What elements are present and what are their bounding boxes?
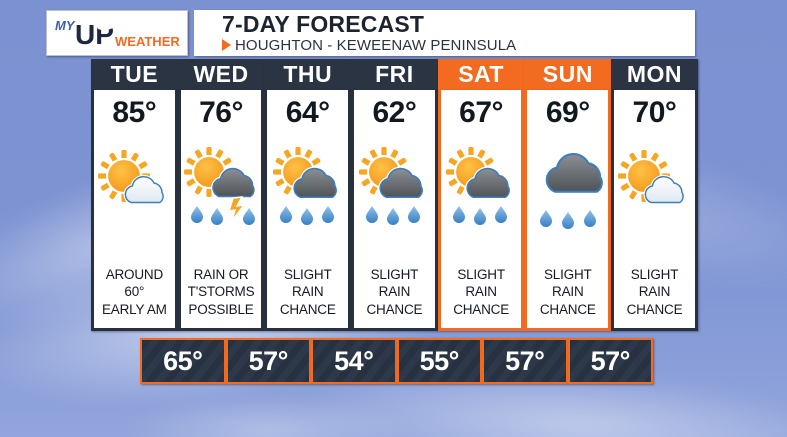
day-body: 69° SLIGHT RAIN CHANCE — [522, 90, 614, 331]
condition-description: SLIGHT RAIN CHANCE — [539, 267, 596, 317]
day-body: 85° AROUND 60° EARLY AM — [91, 90, 178, 331]
myup-weather-logo-icon: MY UP WEATHER — [55, 18, 180, 50]
forecast-day-column[interactable]: TUE 85° AROUND 60° EARLY AM — [91, 59, 178, 331]
overnight-low-cell: 55° — [396, 338, 482, 384]
day-body: 64° SLIGHT RAIN CHANCE — [262, 90, 354, 331]
sun-behind-rain-cloud-icon — [262, 132, 354, 240]
header-bar: MY UP WEATHER 7-DAY FORECAST HOUGHTON - … — [46, 10, 695, 56]
day-header: FRI — [351, 59, 438, 90]
overnight-low-strip: 65° 57° 54° 55° 57° 57° — [140, 338, 653, 384]
condition-description: SLIGHT RAIN CHANCE — [366, 267, 423, 317]
overnight-low-cell: 57° — [225, 338, 311, 384]
title-panel: 7-DAY FORECAST HOUGHTON - KEWEENAW PENIN… — [194, 10, 695, 56]
cloud-wisp — [120, 395, 420, 437]
location-row: HOUGHTON - KEWEENAW PENINSULA — [222, 38, 695, 53]
high-temperature: 70° — [632, 96, 677, 129]
condition-description: SLIGHT RAIN CHANCE — [453, 267, 509, 317]
forecast-day-column[interactable]: THU 64° SLIGHT RAIN CHANCE — [262, 59, 354, 331]
forecast-columns: TUE 85° AROUND 60° EARLY AM WED 76° RAIN OR T'ST… — [91, 59, 698, 331]
day-header: SAT — [437, 59, 525, 90]
forecast-day-column[interactable]: SAT 67° SLIGHT RAIN CHANCE — [435, 59, 527, 331]
high-temperature: 62° — [372, 96, 417, 129]
svg-text:UP: UP — [75, 19, 114, 50]
condition-description: AROUND 60° EARLY AM — [102, 267, 167, 317]
sun-behind-white-cloud-icon — [88, 132, 180, 240]
day-header: THU — [264, 59, 352, 90]
day-body: 70° SLIGHT RAIN CHANCE — [611, 90, 698, 331]
day-body: 62° SLIGHT RAIN CHANCE — [351, 90, 438, 331]
location-label: HOUGHTON - KEWEENAW PENINSULA — [235, 36, 517, 54]
sun-cloud-rain-thunder-icon — [175, 132, 267, 240]
play-triangle-icon — [222, 39, 231, 52]
day-header: TUE — [91, 59, 178, 90]
forecast-day-column[interactable]: MON 70° SLIGHT RAIN CHANCE — [611, 59, 698, 331]
station-logo: MY UP WEATHER — [46, 10, 188, 56]
high-temperature: 67° — [459, 96, 504, 129]
forecast-day-column[interactable]: FRI 62° SLIGHT RAIN CHANCE — [351, 59, 438, 331]
sun-behind-white-cloud-icon — [608, 132, 700, 240]
condition-description: RAIN OR T'STORMS POSSIBLE — [187, 267, 255, 317]
day-header: SUN — [524, 59, 612, 90]
high-temperature: 85° — [112, 96, 157, 129]
overnight-low-cell: 65° — [140, 338, 226, 384]
day-header: MON — [611, 59, 698, 90]
sun-behind-rain-cloud-icon — [435, 132, 527, 240]
day-body: 76° RAIN OR T'STORMS POSSIBLE — [175, 90, 267, 331]
svg-text:MY: MY — [55, 18, 76, 33]
high-temperature: 76° — [199, 96, 243, 129]
condition-description: SLIGHT RAIN CHANCE — [279, 267, 336, 317]
high-temperature: 64° — [285, 96, 330, 129]
sun-behind-rain-cloud-icon — [348, 132, 440, 240]
page-title: 7-DAY FORECAST — [222, 11, 425, 38]
forecast-day-column[interactable]: WED 76° RAIN OR T'STORMS POSSIBLE — [175, 59, 267, 331]
day-body: 67° SLIGHT RAIN CHANCE — [435, 90, 527, 331]
high-temperature: 69° — [545, 96, 590, 129]
overnight-low-cell: 54° — [311, 338, 397, 384]
svg-text:WEATHER: WEATHER — [115, 34, 180, 49]
overnight-low-cell: 57° — [482, 338, 568, 384]
rain-cloud-icon — [522, 132, 614, 240]
overnight-low-cell: 57° — [567, 338, 653, 384]
condition-description: SLIGHT RAIN CHANCE — [626, 267, 683, 317]
day-header: WED — [177, 59, 265, 90]
forecast-day-column[interactable]: SUN 69° SLIGHT RAIN CHANCE — [522, 59, 614, 331]
